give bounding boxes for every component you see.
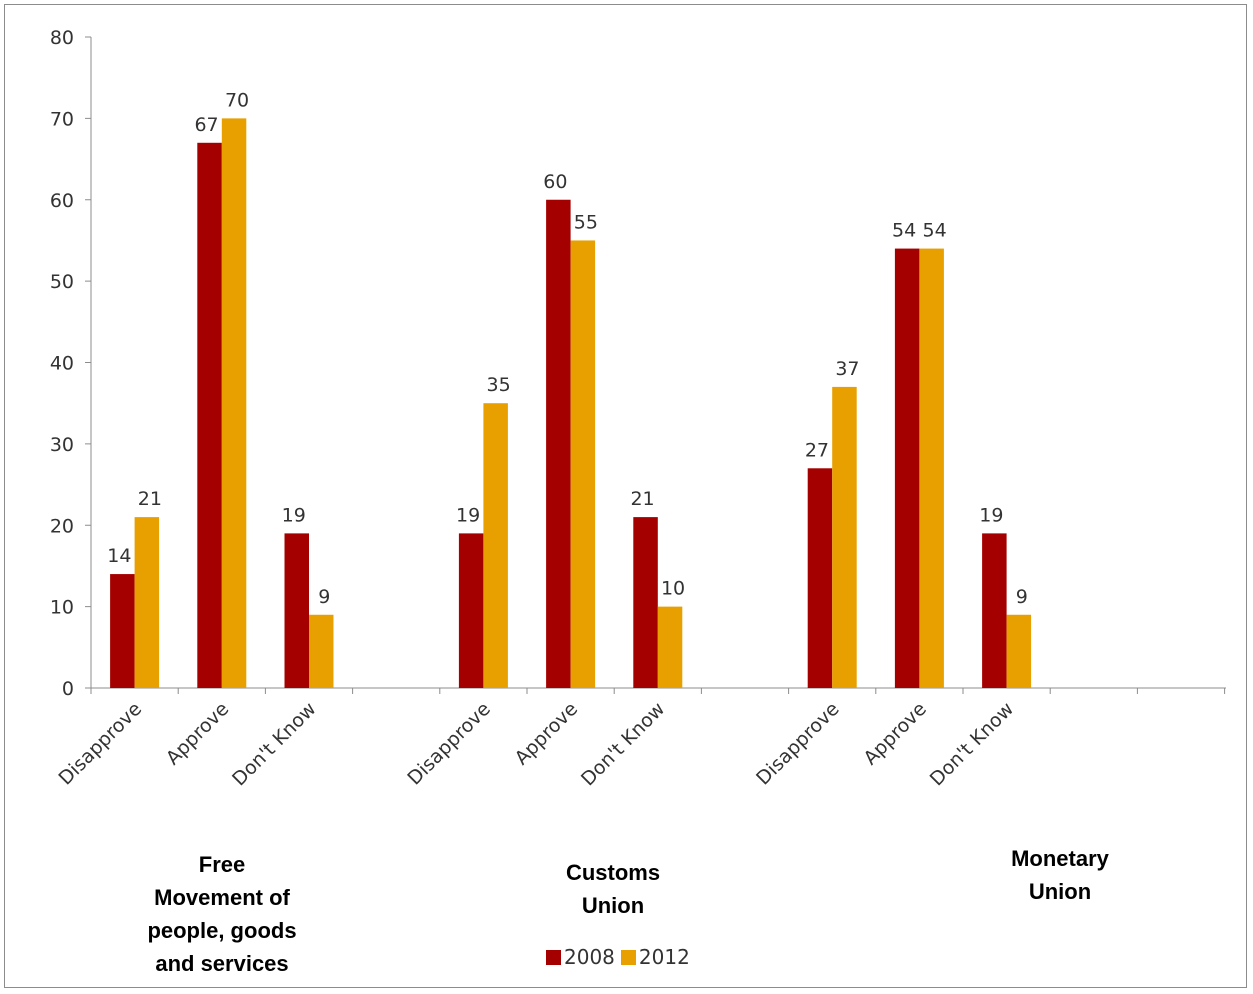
data-label: 67	[194, 114, 218, 136]
category-label: Don't Know	[577, 698, 669, 790]
y-tick-label: 70	[50, 108, 74, 130]
bar-2008-disapprove-1	[458, 533, 484, 688]
data-label: 21	[138, 488, 162, 510]
category-label: Don't Know	[228, 698, 320, 790]
group-label-monetary-union: Monetary Union	[1011, 846, 1109, 904]
y-tick-label: 40	[50, 353, 74, 375]
y-tick-label: 50	[50, 271, 74, 293]
data-label: 19	[456, 504, 480, 526]
bar-2012-approve-2	[919, 248, 944, 688]
data-label: 55	[574, 211, 598, 233]
data-label: 19	[282, 504, 306, 526]
bar-2008-approve-2	[894, 248, 920, 688]
y-tick-label: 20	[50, 515, 74, 537]
bar-2008-disapprove-2	[807, 468, 833, 688]
legend-swatch-2008	[546, 949, 561, 965]
category-label: Disapprove	[403, 698, 495, 790]
group-label-customs-union: Customs Union	[565, 860, 661, 918]
category-label: Approve	[162, 698, 233, 769]
bar-2012-disapprove-1	[483, 403, 508, 688]
data-label: 70	[225, 89, 249, 111]
data-label: 54	[923, 220, 947, 242]
bar-2008-don-t-know-2	[982, 533, 1007, 688]
data-label: 35	[487, 374, 511, 396]
bar-2012-disapprove-0	[134, 517, 160, 688]
y-tick-label: 80	[50, 27, 74, 49]
y-tick-label: 10	[50, 597, 74, 619]
y-tick-label: 0	[62, 678, 74, 700]
chart-frame	[4, 4, 1247, 988]
data-label: 10	[661, 578, 685, 600]
legend-item-2008: 2008	[546, 945, 615, 969]
bar-2012-disapprove-2	[832, 386, 857, 688]
legend-label-2008: 2008	[564, 945, 615, 969]
bar-2008-approve-0	[197, 142, 222, 689]
bar-2008-don-t-know-0	[284, 533, 309, 688]
group-label-free-movement: Free Movement of people, goods and servi…	[147, 852, 297, 976]
data-label: 60	[543, 171, 567, 193]
bar-2008-approve-1	[546, 199, 571, 688]
legend-label-2012: 2012	[638, 945, 690, 969]
data-label: 54	[892, 220, 916, 242]
data-label: 19	[979, 504, 1003, 526]
data-label: 9	[1016, 586, 1028, 608]
data-labels: 14 21 67 70 19 9 19 35 60 55 21 10 27 37 54 54 19 9	[107, 89, 1028, 607]
bar-2012-approve-1	[570, 240, 596, 688]
y-tick-label: 30	[50, 434, 74, 456]
category-label: Don't Know	[926, 698, 1018, 790]
legend-swatch-2012	[620, 949, 636, 965]
bar-2012-don-t-know-0	[309, 614, 334, 688]
bar-2008-don-t-know-1	[633, 517, 658, 688]
category-label: Approve	[859, 698, 930, 769]
data-label: 9	[318, 586, 330, 608]
data-label: 14	[107, 545, 131, 567]
category-label: Disapprove	[55, 698, 147, 790]
y-tick-label: 60	[50, 190, 74, 212]
data-label: 37	[835, 358, 859, 380]
bar-2012-approve-0	[221, 118, 247, 688]
bar-2008-disapprove-0	[110, 574, 135, 688]
chart-bars	[110, 118, 1032, 689]
data-label: 27	[805, 439, 829, 461]
data-label: 21	[630, 488, 654, 510]
bar-2012-don-t-know-1	[657, 606, 683, 688]
legend: 2008 2012	[546, 942, 696, 972]
bar-2012-don-t-know-2	[1006, 614, 1032, 688]
category-label: Approve	[511, 698, 582, 769]
category-label: Disapprove	[752, 698, 844, 790]
legend-item-2012: 2012	[620, 945, 690, 969]
